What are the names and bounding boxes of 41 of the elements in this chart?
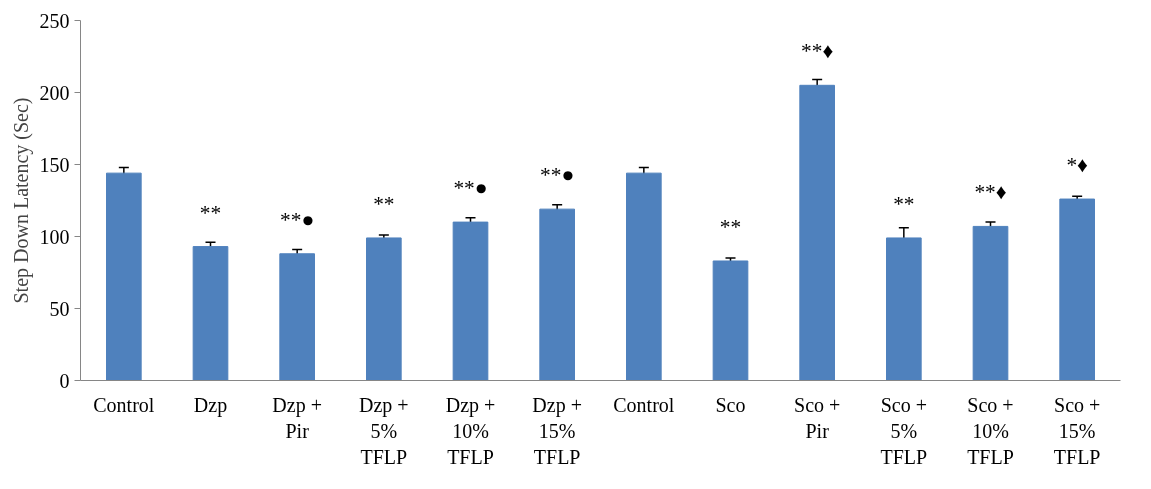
- annotation: **: [719, 214, 742, 239]
- x-tick-label: Sco: [715, 393, 746, 416]
- bar: [539, 208, 575, 381]
- annotation: **♦: [801, 39, 834, 64]
- y-tick-label: 100: [39, 225, 70, 248]
- bar: [1059, 198, 1095, 381]
- x-tick-label: Dzp + 15% TFLP: [532, 393, 582, 469]
- annotation: **: [199, 200, 222, 225]
- bar: [712, 260, 749, 381]
- bar: [452, 221, 489, 381]
- bar: [106, 172, 142, 381]
- annotation: **: [893, 191, 915, 216]
- x-tick-label: Sco + 15% TFLP: [1053, 393, 1101, 469]
- bar: [366, 237, 402, 381]
- y-tick-label: 50: [49, 297, 70, 320]
- y-tick-label: 150: [39, 153, 70, 176]
- y-tick-label: 250: [39, 9, 70, 32]
- x-tick-label: Sco + 10% TFLP: [967, 393, 1014, 469]
- annotation: *♦: [1066, 153, 1089, 178]
- annotation: **♦: [974, 180, 1007, 205]
- x-tick-label: Control: [613, 393, 675, 416]
- annotation: **: [373, 191, 395, 216]
- x-tick-label: Dzp + 10% TFLP: [445, 393, 496, 469]
- x-tick-label: Sco + 5% TFLP: [880, 393, 928, 469]
- x-tick-label: Dzp: [193, 393, 228, 417]
- annotation: **●: [540, 163, 575, 188]
- bar: [192, 246, 229, 381]
- bar: [626, 172, 662, 381]
- y-tick-label: 200: [39, 81, 70, 104]
- x-tick-label: Sco + Pir: [794, 393, 841, 442]
- y-tick-label: 0: [59, 369, 70, 392]
- bar: [972, 225, 1009, 381]
- bar: [886, 237, 922, 381]
- annotation: **●: [280, 207, 315, 232]
- bar: [799, 84, 835, 381]
- annotation: **●: [453, 176, 488, 201]
- bar: [279, 253, 315, 381]
- x-tick-label: Dzp + 5% TFLP: [359, 393, 409, 469]
- x-tick-label: Dzp + Pir: [272, 393, 322, 442]
- x-tick-label: Control: [93, 393, 155, 416]
- y-axis-title: Step Down Latency (Sec): [9, 97, 33, 304]
